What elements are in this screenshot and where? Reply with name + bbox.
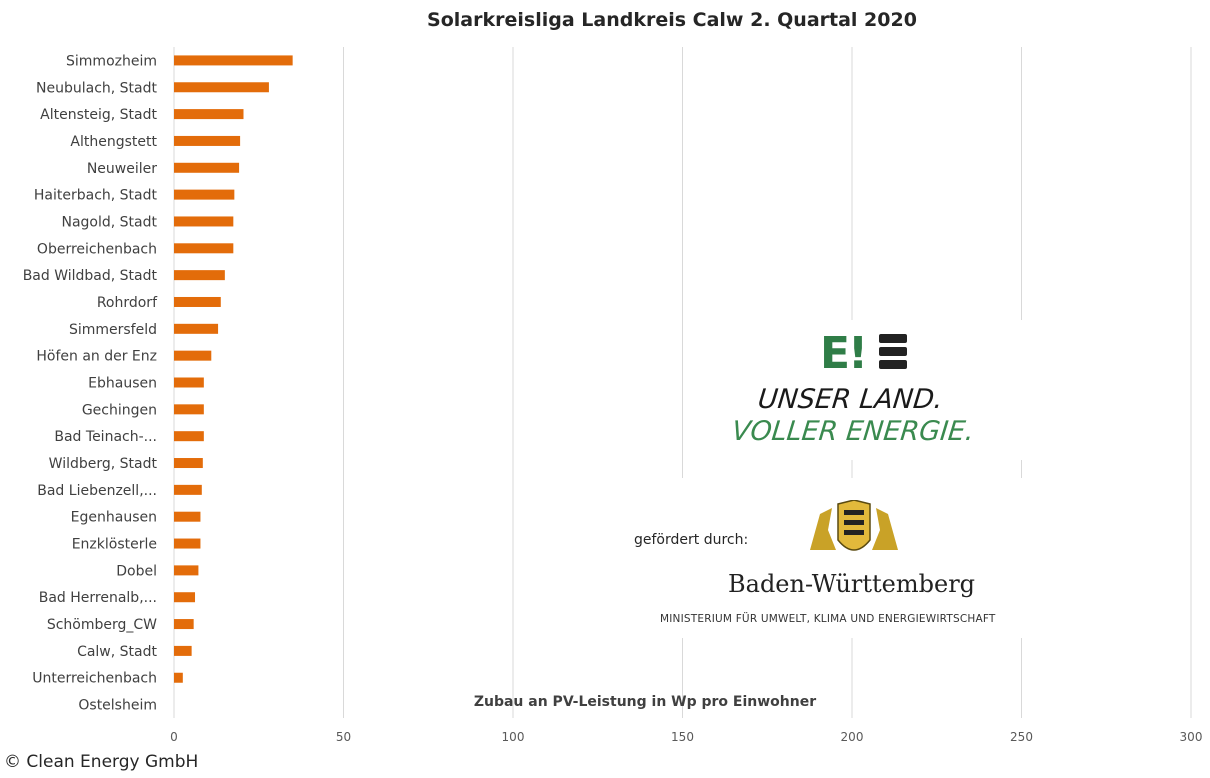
bar — [174, 538, 201, 549]
x-tick-label: 100 — [502, 730, 525, 744]
bars — [174, 55, 293, 683]
category-label: Dobel — [116, 563, 157, 579]
bar — [174, 323, 219, 334]
category-label: Bad Liebenzell,... — [37, 483, 157, 499]
category-label: Bad Teinach-... — [54, 429, 157, 445]
bar — [174, 592, 196, 603]
state-name: Baden-Württemberg — [728, 570, 976, 598]
category-label: Schömberg_CW — [47, 617, 157, 633]
x-tick-labels: 0 50 100 150 200 250 300 — [170, 730, 1202, 744]
category-label: Wildberg, Stadt — [49, 456, 158, 472]
bar — [174, 458, 203, 469]
x-tick-label: 50 — [336, 730, 351, 744]
category-label: Ebhausen — [88, 376, 157, 392]
category-label: Nagold, Stadt — [61, 214, 157, 230]
category-labels: Simmozheim Neubulach, Stadt Altensteig, St… — [23, 53, 158, 713]
category-label: Haiterbach, Stadt — [34, 188, 158, 204]
funded-by-label: gefördert durch: — [634, 532, 749, 548]
x-axis-label: Zubau an PV-Leistung in Wp pro Einwohner — [474, 694, 816, 710]
bar — [174, 619, 194, 630]
bar — [174, 135, 241, 146]
category-label: Althengstett — [70, 134, 157, 150]
chart-title: Solarkreisliga Landkreis Calw 2. Quartal… — [427, 9, 917, 31]
bar — [174, 484, 202, 495]
category-label: Enzklösterle — [72, 537, 157, 553]
sponsor-block: gefördert durch: Baden-Württemberg MINIS… — [620, 478, 1060, 638]
state-crest-icon — [810, 500, 898, 551]
category-label: Bad Herrenalb,... — [39, 590, 157, 606]
category-label: Höfen an der Enz — [36, 349, 157, 365]
category-label: Rohrdorf — [97, 295, 158, 311]
logo-mark: E! — [820, 328, 868, 379]
bar — [174, 162, 240, 173]
category-label: Bad Wildbad, Stadt — [23, 268, 158, 284]
category-label: Calw, Stadt — [77, 644, 157, 660]
bar — [174, 672, 183, 683]
ministry-name: MINISTERIUM FÜR UMWELT, KLIMA UND ENERGI… — [660, 613, 996, 625]
bar — [174, 216, 234, 227]
bar — [174, 404, 204, 415]
category-label: Ostelsheim — [78, 698, 157, 714]
category-label: Oberreichenbach — [37, 241, 157, 257]
bar — [174, 565, 199, 576]
x-tick-label: 200 — [841, 730, 864, 744]
energy-campaign-logo: E! UNSER LAND. VOLLER ENERGIE. — [690, 320, 1030, 460]
bar — [174, 377, 204, 388]
slogan-line-1: UNSER LAND. — [756, 384, 945, 415]
bar — [174, 511, 201, 522]
bar — [174, 270, 225, 281]
bar — [174, 431, 204, 442]
x-tick-label: 300 — [1180, 730, 1203, 744]
category-label: Egenhausen — [71, 510, 157, 526]
x-tick-label: 250 — [1010, 730, 1033, 744]
category-label: Unterreichenbach — [32, 671, 157, 687]
category-label: Simmozheim — [66, 53, 157, 69]
bar — [174, 243, 234, 254]
category-label: Gechingen — [82, 402, 157, 418]
category-label: Altensteig, Stadt — [40, 107, 157, 123]
slogan-line-2: VOLLER ENERGIE. — [730, 416, 976, 447]
bar — [174, 55, 293, 66]
category-label: Neubulach, Stadt — [36, 80, 158, 96]
x-tick-label: 0 — [170, 730, 178, 744]
bar — [174, 645, 192, 656]
bar — [174, 82, 269, 93]
bar — [174, 296, 221, 307]
bar — [174, 350, 212, 361]
category-label: Simmersfeld — [69, 322, 157, 338]
x-tick-label: 150 — [671, 730, 694, 744]
bar — [174, 189, 235, 200]
lions-icon — [879, 334, 907, 369]
category-label: Neuweiler — [87, 161, 157, 177]
copyright-notice: © Clean Energy GmbH — [4, 752, 199, 772]
bar — [174, 109, 244, 120]
